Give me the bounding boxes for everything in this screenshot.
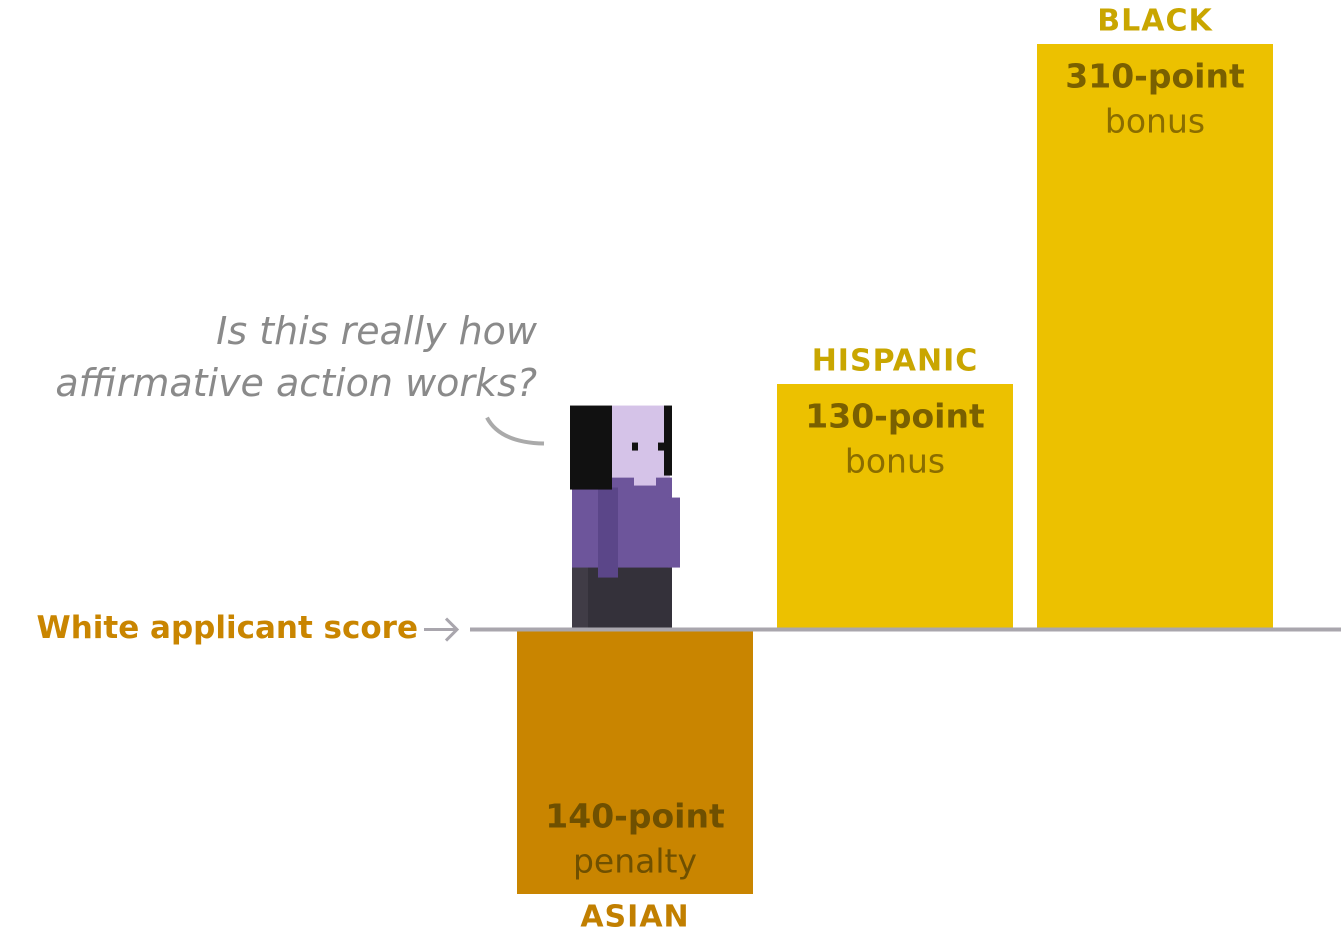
bar	[517, 629, 753, 894]
baseline-label: White applicant score	[37, 610, 419, 646]
value-note: bonus	[845, 442, 945, 481]
value-label: 130-point	[805, 397, 985, 436]
category-label: HISPANIC	[812, 344, 979, 379]
bar	[1037, 44, 1273, 630]
person-illustration	[485, 405, 680, 630]
category-label: ASIAN	[580, 900, 689, 934]
question-line: Is this really how	[216, 309, 538, 353]
value-note: penalty	[573, 842, 697, 881]
value-label: 310-point	[1065, 57, 1245, 96]
category-label: BLACK	[1097, 4, 1213, 39]
bar	[777, 384, 1013, 630]
question-line: affirmative action works?	[55, 361, 537, 405]
value-note: bonus	[1105, 102, 1205, 141]
baseline-arrow	[424, 617, 460, 642]
value-label: 140-point	[545, 797, 725, 836]
